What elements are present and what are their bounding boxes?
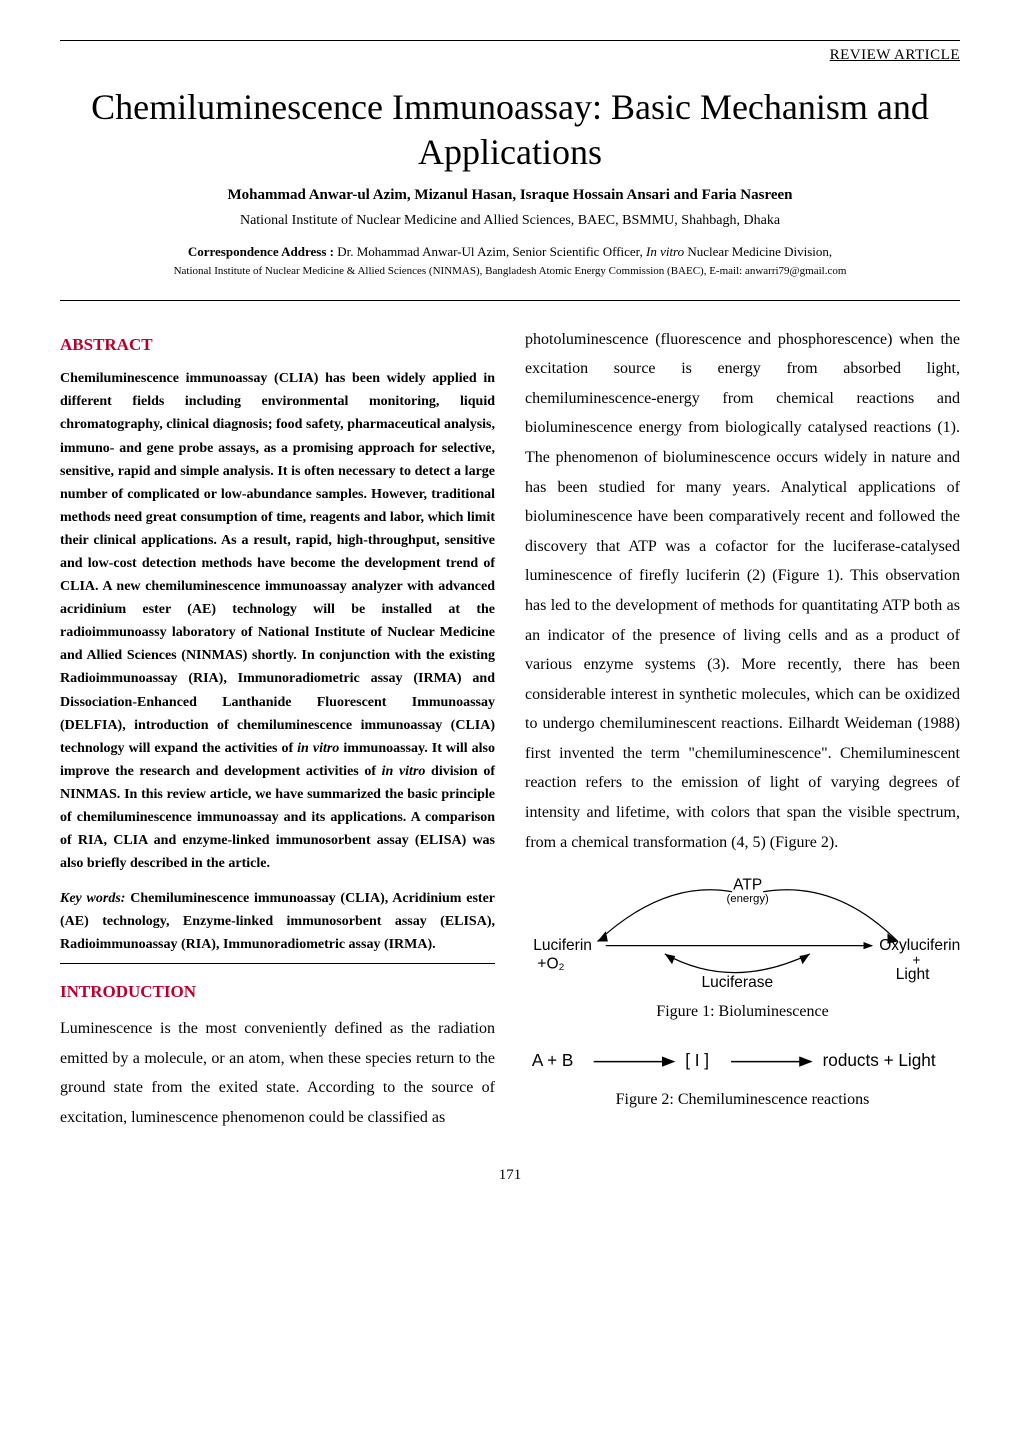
fig2-products: roducts + Light [823,1050,936,1070]
right-column: photoluminescence (fluorescence and phos… [525,325,960,1141]
figure-2: A + B [ I ] roducts + Light Figure 2: Ch… [525,1041,960,1111]
keywords-label: Key words: [60,891,125,906]
figure-2-caption: Figure 2: Chemiluminescence reactions [525,1088,960,1111]
two-column-layout: ABSTRACT Chemiluminescence immunoassay (… [60,325,960,1141]
keywords-block: Key words: Chemiluminescence immunoassay… [60,887,495,956]
authors: Mohammad Anwar-ul Azim, Mizanul Hasan, I… [60,185,960,207]
article-category: REVIEW ARTICLE [60,45,960,67]
page-number: 171 [60,1165,960,1187]
intro-para-left: Luminescence is the most conveniently de… [60,1014,495,1132]
abstract-rule [60,963,495,964]
correspondence-main: Dr. Mohammad Anwar-Ul Azim, Senior Scien… [337,244,646,259]
abstract-italic-2: in vitro [382,764,426,779]
correspondence-tail: Nuclear Medicine Division, [684,244,832,259]
introduction-heading: INTRODUCTION [60,980,495,1005]
abstract-text-3: division of NINMAS. In this review artic… [60,764,495,871]
abstract-text-1: Chemiluminescence immunoassay (CLIA) has… [60,371,495,756]
fig1-luciferin: Luciferin [533,937,592,954]
keywords-text: Chemiluminescence immunoassay (CLIA), Ac… [60,891,495,952]
fig1-atp: ATP [733,877,762,894]
article-title: Chemiluminescence Immunoassay: Basic Mec… [60,85,960,175]
abstract-heading: ABSTRACT [60,333,495,358]
correspondence-italic: In vitro [646,244,684,259]
left-column: ABSTRACT Chemiluminescence immunoassay (… [60,325,495,1141]
fig1-energy: (energy) [726,893,769,905]
fig1-luciferase: Luciferase [702,974,774,991]
figure-1: ATP (energy) Luciferin +O₂ Oxyluciferin … [525,869,960,1022]
intro-para-right: photoluminescence (fluorescence and phos… [525,325,960,858]
fig2-ab: A + B [532,1050,574,1070]
fig1-oxyluciferin: Oxyluciferin [879,937,960,954]
correspondence-line: Correspondence Address : Dr. Mohammad An… [60,243,960,262]
fig1-o2: +O₂ [537,956,564,973]
bioluminescence-diagram: ATP (energy) Luciferin +O₂ Oxyluciferin … [525,869,960,993]
top-rule [60,40,960,41]
correspondence-label: Correspondence Address : [188,244,337,259]
chemiluminescence-reaction-diagram: A + B [ I ] roducts + Light [525,1041,960,1082]
abstract-italic-1: in vitro [297,741,339,756]
fig1-light: Light [896,966,930,983]
figure-1-caption: Figure 1: Bioluminescence [525,1000,960,1023]
header-rule [60,300,960,301]
correspondence-small: National Institute of Nuclear Medicine &… [60,264,960,280]
affiliation: National Institute of Nuclear Medicine a… [60,211,960,231]
fig2-intermediate: [ I ] [685,1050,709,1070]
abstract-body: Chemiluminescence immunoassay (CLIA) has… [60,367,495,875]
